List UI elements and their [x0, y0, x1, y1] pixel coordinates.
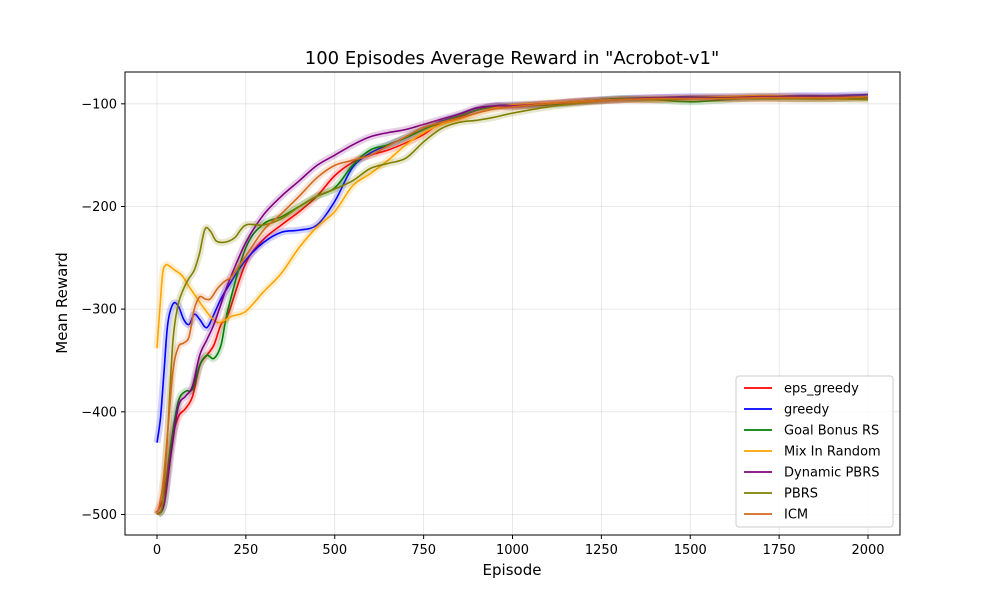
- x-tick-label: 750: [411, 543, 436, 558]
- chart-title: 100 Episodes Average Reward in "Acrobot-…: [305, 48, 719, 69]
- x-tick-label: 1750: [763, 543, 796, 558]
- legend-label-dynamic-pbrs: Dynamic PBRS: [784, 466, 880, 481]
- x-tick-label: 500: [322, 543, 347, 558]
- series-line-dynamic-pbrs: [156, 95, 868, 516]
- y-tick-label: −400: [81, 405, 117, 420]
- legend-label-goal-bonus-rs: Goal Bonus RS: [784, 424, 879, 439]
- x-tick-label: 250: [233, 543, 258, 558]
- x-axis-title: Episode: [483, 561, 542, 579]
- y-axis-title: Mean Reward: [53, 252, 71, 354]
- legend-label-icm: ICM: [784, 508, 808, 523]
- legend-label-greedy: greedy: [784, 403, 830, 418]
- series-lines: [153, 91, 869, 518]
- legend-label-mix-in-random: Mix In Random: [784, 445, 881, 460]
- legend-label-eps-greedy: eps_greedy: [784, 382, 859, 397]
- x-tick-label: 1000: [496, 543, 529, 558]
- legend-label-pbrs: PBRS: [784, 487, 818, 502]
- series-line-icm: [156, 95, 869, 515]
- x-tick-label: 0: [153, 543, 161, 558]
- y-tick-label: −100: [81, 97, 117, 112]
- y-tick-label: −200: [81, 200, 117, 215]
- x-tick-label: 1250: [585, 543, 618, 558]
- legend-box: [735, 375, 894, 528]
- x-tick-label: 2000: [851, 543, 884, 558]
- y-tick-label: −500: [81, 508, 117, 523]
- x-tick-label: 1500: [674, 543, 707, 558]
- y-tick-label: −300: [81, 303, 117, 318]
- axis-ticks: 0 250 500 750 1000 1250 1500 1750 2000 −500 −400 −3…: [81, 97, 884, 558]
